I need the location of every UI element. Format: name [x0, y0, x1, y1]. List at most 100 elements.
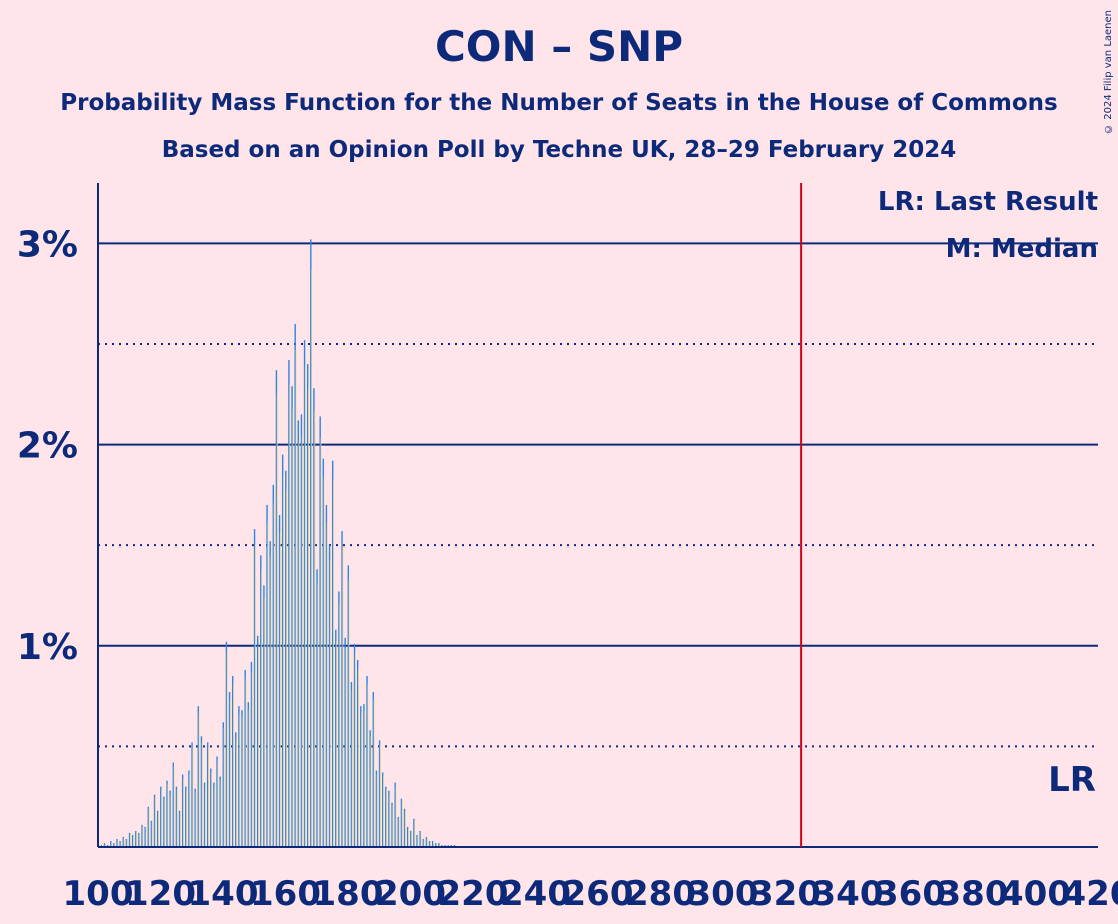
bar-shadow — [136, 831, 138, 847]
bar-shadow — [139, 833, 141, 847]
bar-shadow — [364, 711, 366, 847]
bar — [338, 591, 340, 847]
bar-shadow — [208, 747, 209, 847]
bar-shadow — [195, 791, 197, 847]
bar — [400, 798, 403, 847]
bar — [135, 830, 137, 847]
x-tick-label: 380 — [938, 874, 1009, 914]
x-tick-label: 280 — [625, 874, 696, 914]
bar — [256, 635, 259, 847]
x-tick-label: 160 — [250, 874, 321, 914]
x-tick-label: 360 — [875, 874, 946, 914]
bar-shadow — [104, 843, 106, 847]
bar-shadow — [214, 785, 216, 847]
bar-shadow — [220, 780, 222, 847]
annotations: LR: Last Result M: Median LR — [800, 183, 1098, 847]
x-tick-label: 120 — [125, 874, 196, 914]
bar — [210, 768, 212, 847]
bar — [188, 770, 190, 847]
bar — [335, 629, 337, 847]
bar-shadow — [326, 522, 328, 847]
bar-shadow — [317, 583, 319, 847]
x-tick-label: 100 — [63, 874, 134, 914]
bar-shadow — [258, 646, 259, 847]
bar — [235, 732, 237, 847]
bar-shadow — [333, 479, 334, 847]
bar-shadow — [314, 411, 316, 847]
bar-shadow — [264, 598, 266, 847]
bar — [241, 710, 243, 847]
bar — [435, 842, 437, 847]
bar — [138, 832, 140, 847]
bar-shadow — [329, 560, 331, 847]
bar — [222, 722, 225, 847]
bar — [403, 808, 406, 847]
bar — [413, 818, 415, 847]
bar-shadow — [411, 831, 413, 847]
bar — [266, 504, 268, 847]
bar-shadow — [295, 350, 297, 847]
x-tick-label: 140 — [188, 874, 259, 914]
legend-median: M: Median — [946, 234, 1098, 264]
bar — [378, 740, 381, 847]
bar — [294, 323, 296, 847]
bar-shadow — [186, 789, 188, 847]
bar-shadow — [283, 474, 284, 847]
bar-shadow — [414, 820, 416, 847]
bar — [381, 772, 384, 847]
bar — [366, 675, 368, 847]
bar — [147, 806, 150, 847]
chart-subtitle-poll-type: Probability Mass Function for the Number… — [60, 90, 1058, 116]
bar-shadow — [164, 799, 166, 847]
bar — [388, 790, 390, 847]
bar-shadow — [267, 522, 269, 847]
bar — [141, 824, 143, 847]
bar — [422, 838, 425, 847]
bar-shadow — [286, 489, 288, 847]
bar — [197, 706, 200, 847]
bar — [341, 531, 343, 847]
bar — [100, 844, 103, 847]
bar — [450, 844, 453, 847]
bar-shadow — [308, 388, 309, 847]
bar — [291, 386, 293, 847]
x-tick-label: 420 — [1063, 874, 1118, 914]
bar-shadow — [361, 713, 363, 847]
bar-shadow — [248, 709, 250, 847]
bar-shadow — [376, 774, 378, 847]
bar — [219, 776, 221, 847]
bar-shadow — [423, 839, 425, 847]
bar-shadow — [233, 684, 234, 847]
bar — [406, 826, 409, 847]
x-tick-label: 340 — [813, 874, 884, 914]
bar — [216, 756, 218, 847]
bar — [131, 834, 134, 847]
bar-shadow — [251, 671, 253, 847]
bar — [194, 788, 196, 847]
legend-last-result: LR: Last Result — [878, 187, 1098, 217]
bar — [428, 840, 431, 847]
bar-shadow — [261, 569, 263, 847]
bar-shadow — [129, 833, 131, 847]
bar — [453, 844, 456, 847]
bar-shadow — [395, 785, 397, 847]
bar — [360, 706, 362, 847]
bar — [353, 643, 356, 847]
bar — [288, 360, 290, 847]
bar — [416, 834, 418, 847]
bar — [285, 470, 287, 847]
bar-shadow — [436, 843, 438, 847]
bar — [169, 790, 171, 847]
bar — [391, 802, 393, 847]
bar-shadow — [173, 766, 175, 847]
bar — [369, 730, 371, 847]
bar — [175, 786, 178, 847]
bar-shadow — [217, 760, 219, 847]
bar-shadow — [398, 818, 400, 847]
bar-shadow — [148, 808, 150, 847]
bar-shadow — [417, 835, 419, 847]
bar — [350, 682, 353, 847]
bar — [444, 844, 446, 847]
x-tick-label: 220 — [438, 874, 509, 914]
